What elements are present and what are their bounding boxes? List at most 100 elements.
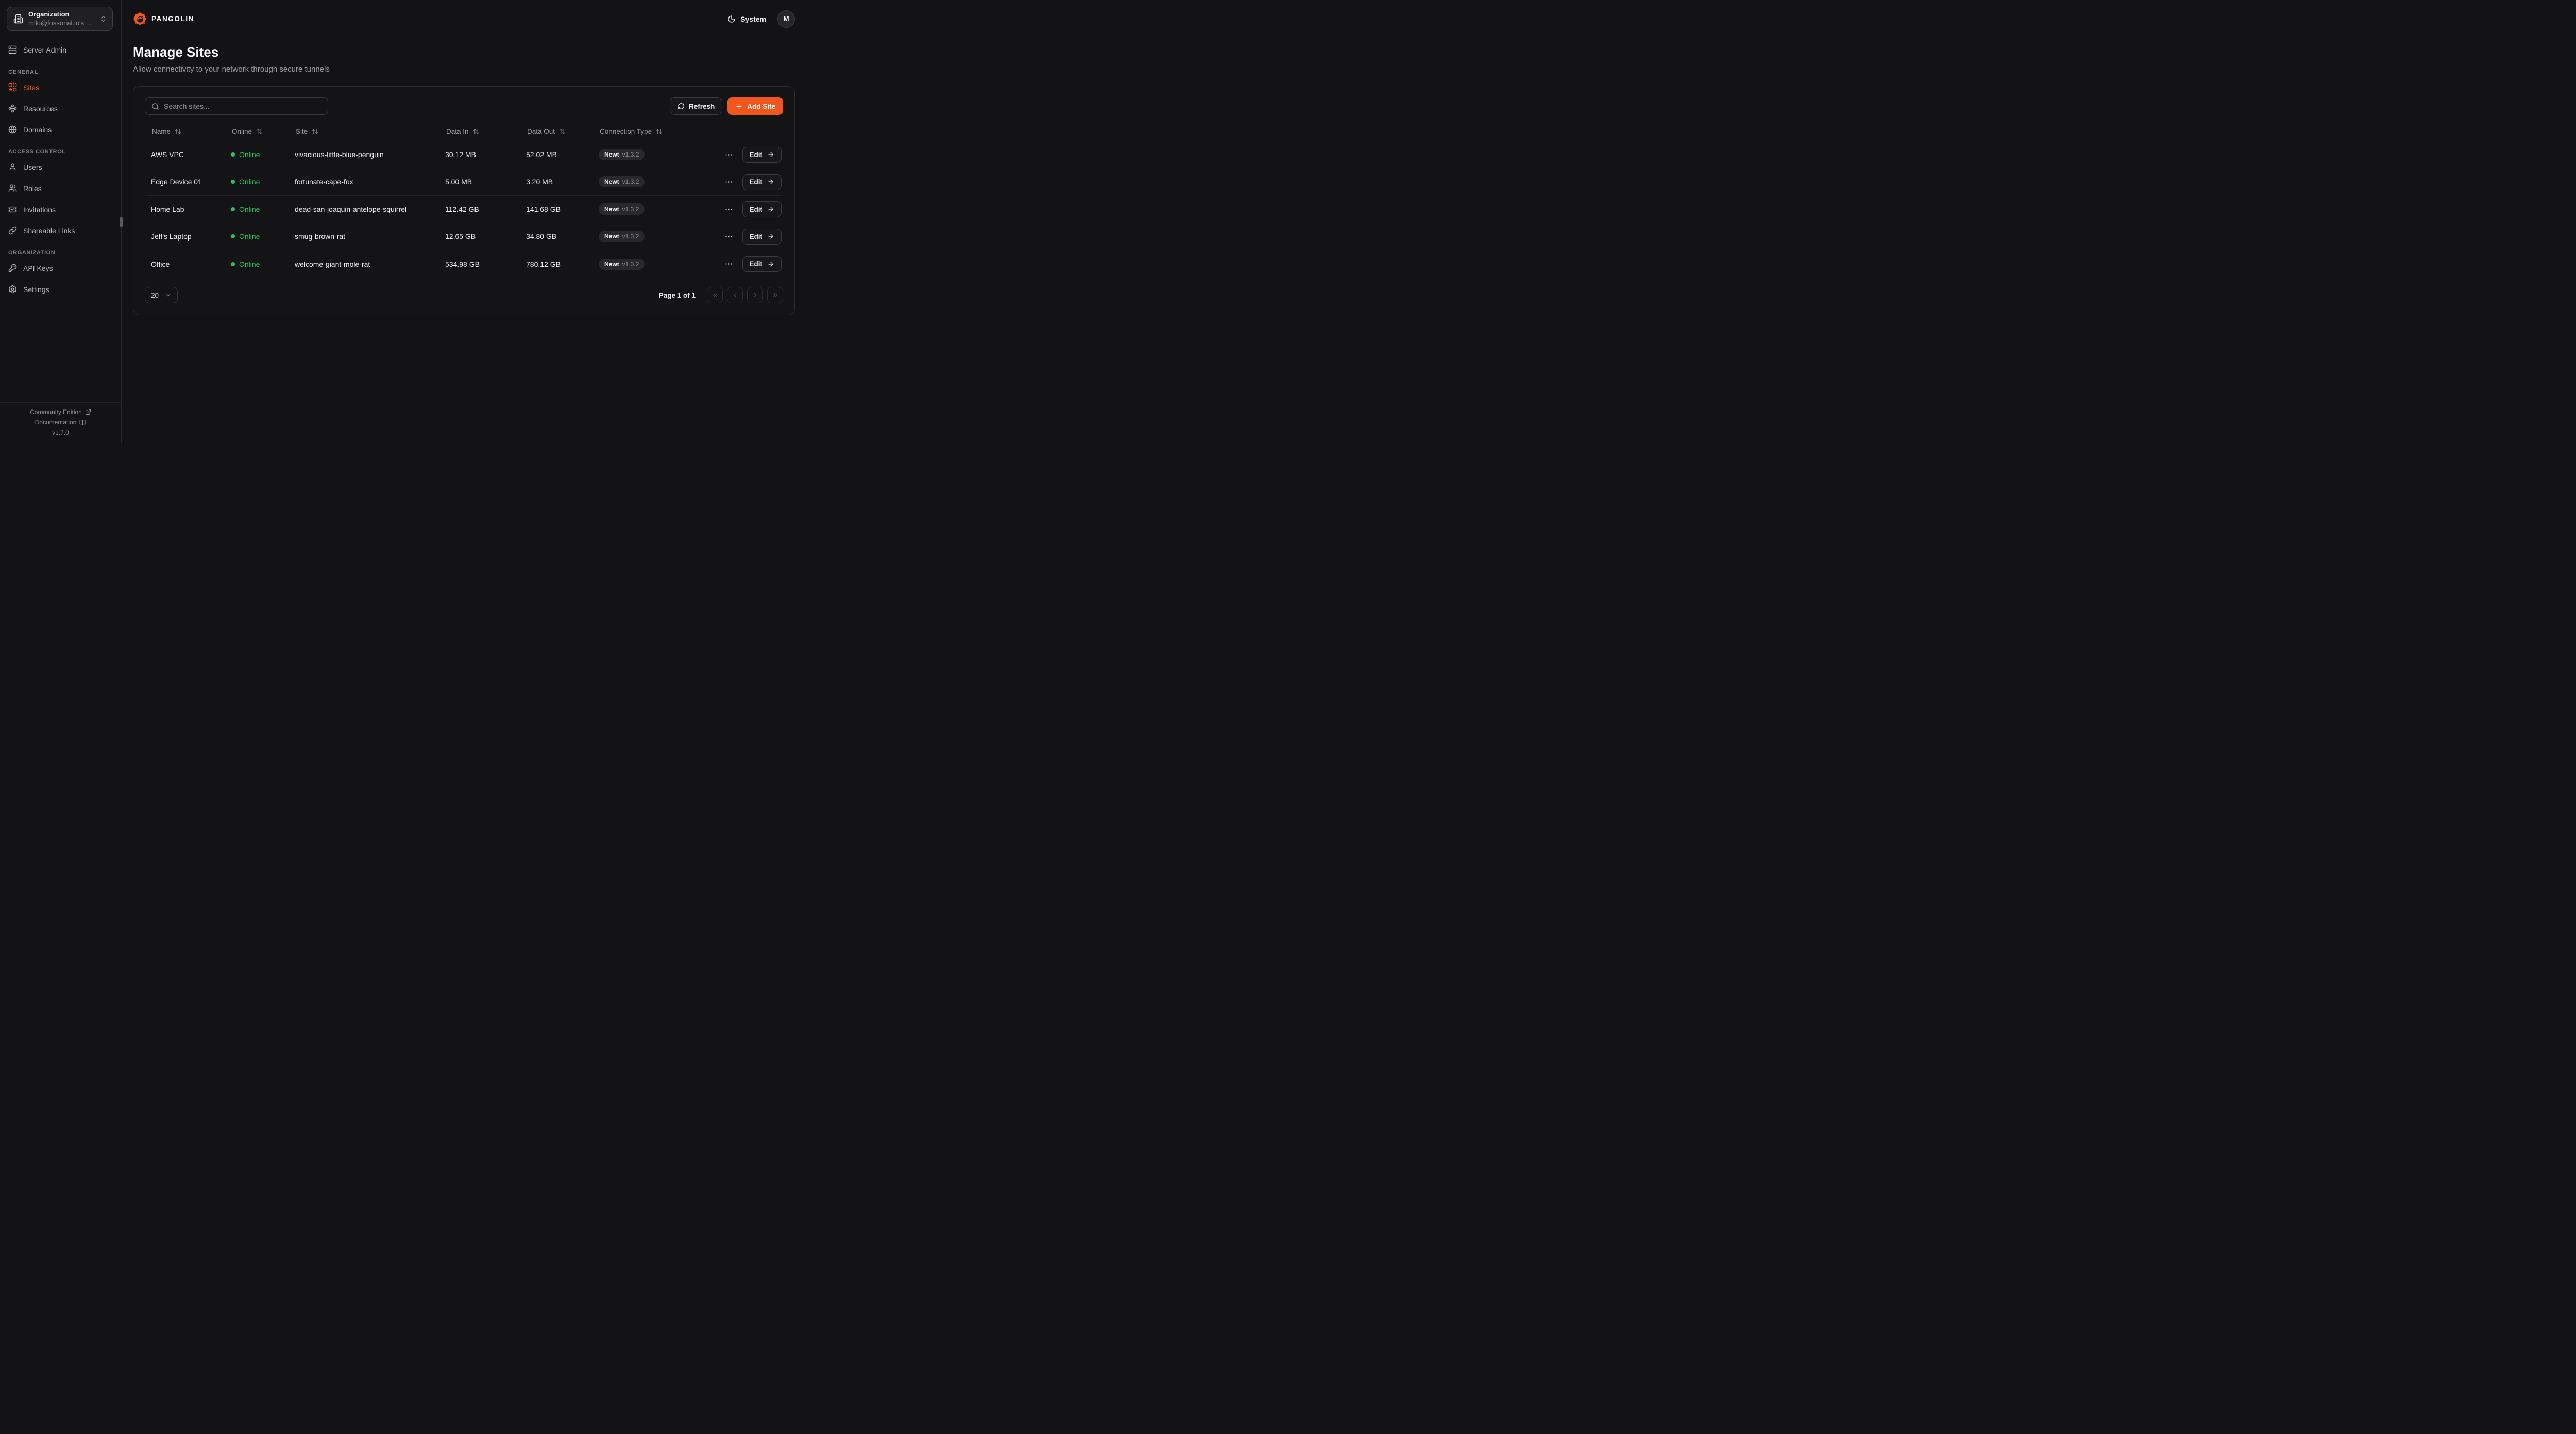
community-edition-link[interactable]: Community Edition: [30, 408, 91, 416]
sidebar-item-server-admin[interactable]: Server Admin: [0, 41, 121, 58]
column-header-online[interactable]: Online: [225, 128, 289, 135]
user-icon: [8, 163, 17, 172]
status-badge: Online: [231, 232, 260, 241]
status-label: Online: [239, 205, 260, 213]
column-header-data-in[interactable]: Data In: [439, 128, 520, 135]
sidebar-item-label: Shareable Links: [23, 226, 75, 235]
sidebar-item-users[interactable]: Users: [0, 159, 121, 176]
org-title: Organization: [28, 10, 70, 19]
cell-connection-type: Newt v1.3.2: [592, 231, 693, 242]
sidebar-item-label: Roles: [23, 184, 42, 193]
page-size-select[interactable]: 20: [145, 287, 178, 303]
status-label: Online: [239, 260, 260, 268]
refresh-button[interactable]: Refresh: [669, 97, 723, 115]
connection-type-version: v1.3.2: [622, 178, 639, 185]
org-selector[interactable]: Organization milo@fossorial.io's ...: [7, 7, 113, 31]
cell-name: Home Lab: [145, 205, 225, 213]
sidebar-item-shareable-links[interactable]: Shareable Links: [0, 222, 121, 239]
gear-icon: [8, 285, 17, 294]
page-title: Manage Sites: [133, 44, 219, 60]
sidebar-item-invitations[interactable]: Invitations: [0, 201, 121, 218]
chevron-left-icon: [734, 293, 736, 298]
column-header-site[interactable]: Site: [289, 128, 439, 135]
sidebar-item-label: Sites: [23, 83, 40, 92]
connection-type-name: Newt: [604, 178, 619, 185]
section-label-general: GENERAL: [8, 69, 38, 75]
cell-actions: Edit: [693, 146, 783, 163]
brand[interactable]: PANGOLIN: [133, 12, 194, 26]
avatar[interactable]: M: [777, 10, 795, 28]
column-header-connection-type[interactable]: Connection Type: [592, 128, 693, 135]
connection-type-version: v1.3.2: [622, 206, 639, 213]
connection-type-version: v1.3.2: [622, 151, 639, 158]
sidebar-footer: Community Edition Documentation v1.7.0: [0, 402, 121, 443]
edit-button[interactable]: Edit: [742, 201, 782, 217]
table-toolbar: Refresh Add Site: [145, 97, 783, 115]
org-value: milo@fossorial.io's ...: [28, 19, 92, 27]
row-menu-button[interactable]: [722, 203, 735, 216]
add-site-button[interactable]: Add Site: [727, 97, 783, 115]
connection-type-badge: Newt v1.3.2: [599, 203, 645, 215]
first-page-button[interactable]: [707, 287, 723, 303]
row-menu-button[interactable]: [722, 148, 735, 161]
status-dot-icon: [231, 207, 235, 211]
ellipsis-icon: [725, 208, 732, 210]
column-header-data-out[interactable]: Data Out: [520, 128, 592, 135]
chevrons-up-down-icon: [99, 15, 107, 23]
cell-name: Edge Device 01: [145, 178, 225, 186]
chevron-right-icon: [754, 293, 756, 298]
cell-data-in: 12.65 GB: [439, 232, 520, 241]
search-box: [145, 97, 328, 115]
site-slug: welcome-giant-mole-rat: [295, 260, 370, 268]
sort-icon: [257, 129, 262, 134]
sidebar-item-label: Settings: [23, 285, 49, 294]
theme-toggle[interactable]: System: [727, 15, 766, 23]
previous-page-button[interactable]: [727, 287, 743, 303]
documentation-link[interactable]: Documentation: [35, 419, 87, 426]
sidebar-item-resources[interactable]: Resources: [0, 100, 121, 117]
cell-site: dead-san-joaquin-antelope-squirrel: [289, 205, 439, 213]
sidebar-item-roles[interactable]: Roles: [0, 180, 121, 197]
app-version: v1.7.0: [52, 429, 69, 436]
edit-button[interactable]: Edit: [742, 228, 782, 245]
cell-name: Office: [145, 260, 225, 268]
edit-button[interactable]: Edit: [742, 256, 782, 272]
cell-actions: Edit: [693, 228, 783, 245]
ellipsis-icon: [725, 263, 732, 265]
sidebar-item-settings[interactable]: Settings: [0, 281, 121, 298]
last-page-button[interactable]: [767, 287, 783, 303]
sidebar-item-api-keys[interactable]: API Keys: [0, 260, 121, 277]
row-menu-button[interactable]: [722, 258, 735, 270]
connection-type-name: Newt: [604, 233, 619, 240]
edit-label: Edit: [749, 178, 763, 186]
status-badge: Online: [231, 150, 260, 159]
data-in-value: 5.00 MB: [445, 178, 472, 186]
connection-type-version: v1.3.2: [622, 233, 639, 240]
row-menu-button[interactable]: [722, 176, 735, 189]
pager: Page 1 of 1: [659, 287, 783, 303]
arrow-right-icon: [768, 261, 773, 267]
ellipsis-icon: [725, 235, 732, 237]
site-name: Home Lab: [151, 205, 184, 213]
edit-button[interactable]: Edit: [742, 174, 782, 190]
edit-label: Edit: [749, 205, 763, 213]
row-menu-button[interactable]: [722, 230, 735, 243]
table-row: AWS VPC Online vivacious-little-blue-pen…: [145, 141, 783, 168]
sidebar-item-domains[interactable]: Domains: [0, 121, 121, 138]
moon-icon: [728, 15, 735, 23]
sidebar-resize-handle[interactable]: [120, 217, 123, 227]
next-page-button[interactable]: [747, 287, 763, 303]
sidebar-item-label: Domains: [23, 125, 52, 134]
connection-type-version: v1.3.2: [622, 260, 639, 268]
toolbar-actions: Refresh Add Site: [669, 97, 783, 115]
edit-button[interactable]: Edit: [742, 146, 782, 163]
waypoints-icon: [8, 104, 17, 113]
column-label: Data Out: [527, 128, 555, 135]
connection-type-badge: Newt v1.3.2: [599, 176, 645, 187]
search-input[interactable]: [164, 102, 321, 110]
cell-online: Online: [225, 205, 289, 213]
site-name: AWS VPC: [151, 150, 184, 159]
cell-online: Online: [225, 178, 289, 186]
sidebar-item-sites[interactable]: Sites: [0, 79, 121, 96]
column-header-name[interactable]: Name: [145, 128, 225, 135]
